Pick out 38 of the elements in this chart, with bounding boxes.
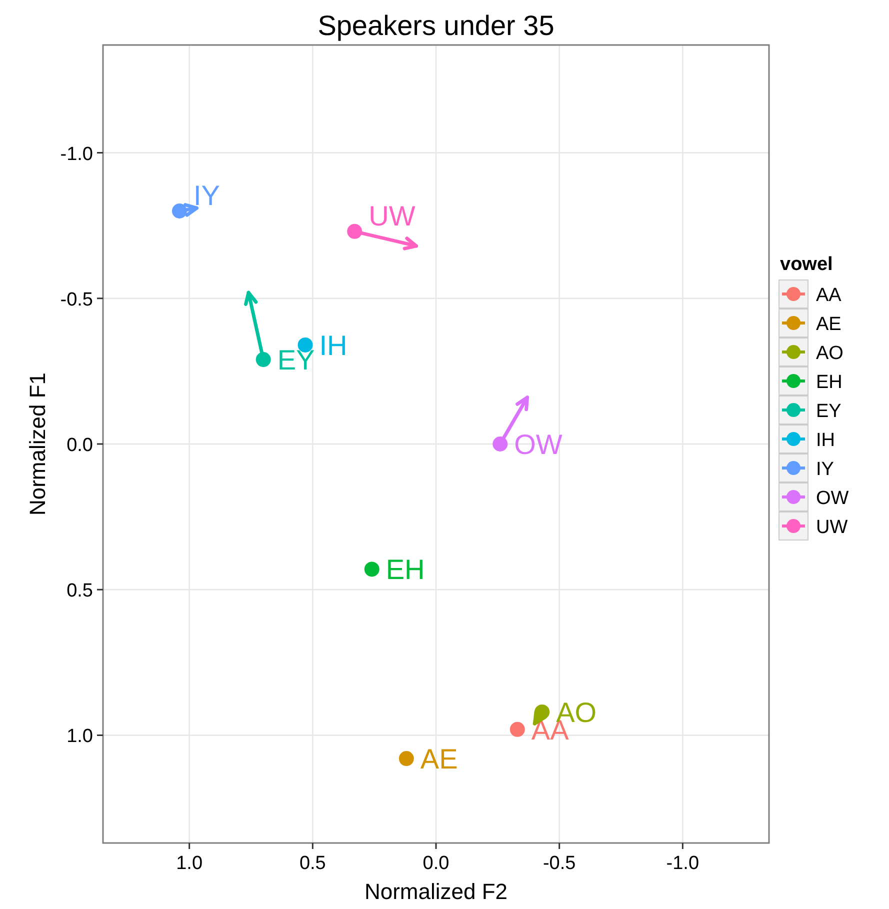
point: [398, 751, 414, 766]
legend-label: AA: [816, 285, 842, 306]
point: [510, 722, 525, 737]
x-tick-label: 1.0: [176, 853, 203, 874]
text: IH: [319, 330, 348, 361]
point: [364, 562, 380, 577]
point: [256, 352, 271, 368]
y-tick-label: 1.0: [66, 726, 93, 748]
text: AE: [420, 744, 458, 775]
y-tick-label: -1.0: [60, 144, 93, 165]
y-tick-label: 0.5: [66, 580, 93, 602]
x-axis-title: Normalized F2: [364, 879, 508, 904]
text: UW: [368, 200, 416, 232]
text: EY: [277, 344, 315, 376]
legend-label: AE: [816, 314, 842, 335]
y-axis-title: Normalized F1: [25, 372, 50, 516]
legend-label: UW: [816, 517, 848, 538]
point: [347, 224, 362, 239]
chart-title: Speakers under 35: [318, 10, 554, 41]
y-tick-label: -0.5: [60, 289, 93, 310]
x-tick-label: -0.5: [542, 853, 576, 874]
point: [492, 436, 508, 452]
legend-label: OW: [816, 488, 849, 509]
text: IY: [816, 459, 834, 480]
x-tick-label: 0.5: [299, 853, 326, 874]
legend-label: EH: [816, 372, 842, 393]
y-tick-label: 0.0: [66, 435, 93, 456]
text: AO: [816, 343, 844, 364]
legend-title: vowel: [780, 254, 833, 275]
x-tick-label: -1.0: [666, 853, 700, 874]
legend-label: IH: [816, 430, 835, 451]
legend-label: EY: [816, 401, 842, 422]
legend-label: IY: [193, 180, 220, 212]
point: [172, 204, 187, 219]
point: [534, 704, 550, 720]
text: EH: [386, 554, 425, 586]
text: OW: [514, 429, 562, 460]
x-tick-label: 0.0: [422, 853, 450, 874]
